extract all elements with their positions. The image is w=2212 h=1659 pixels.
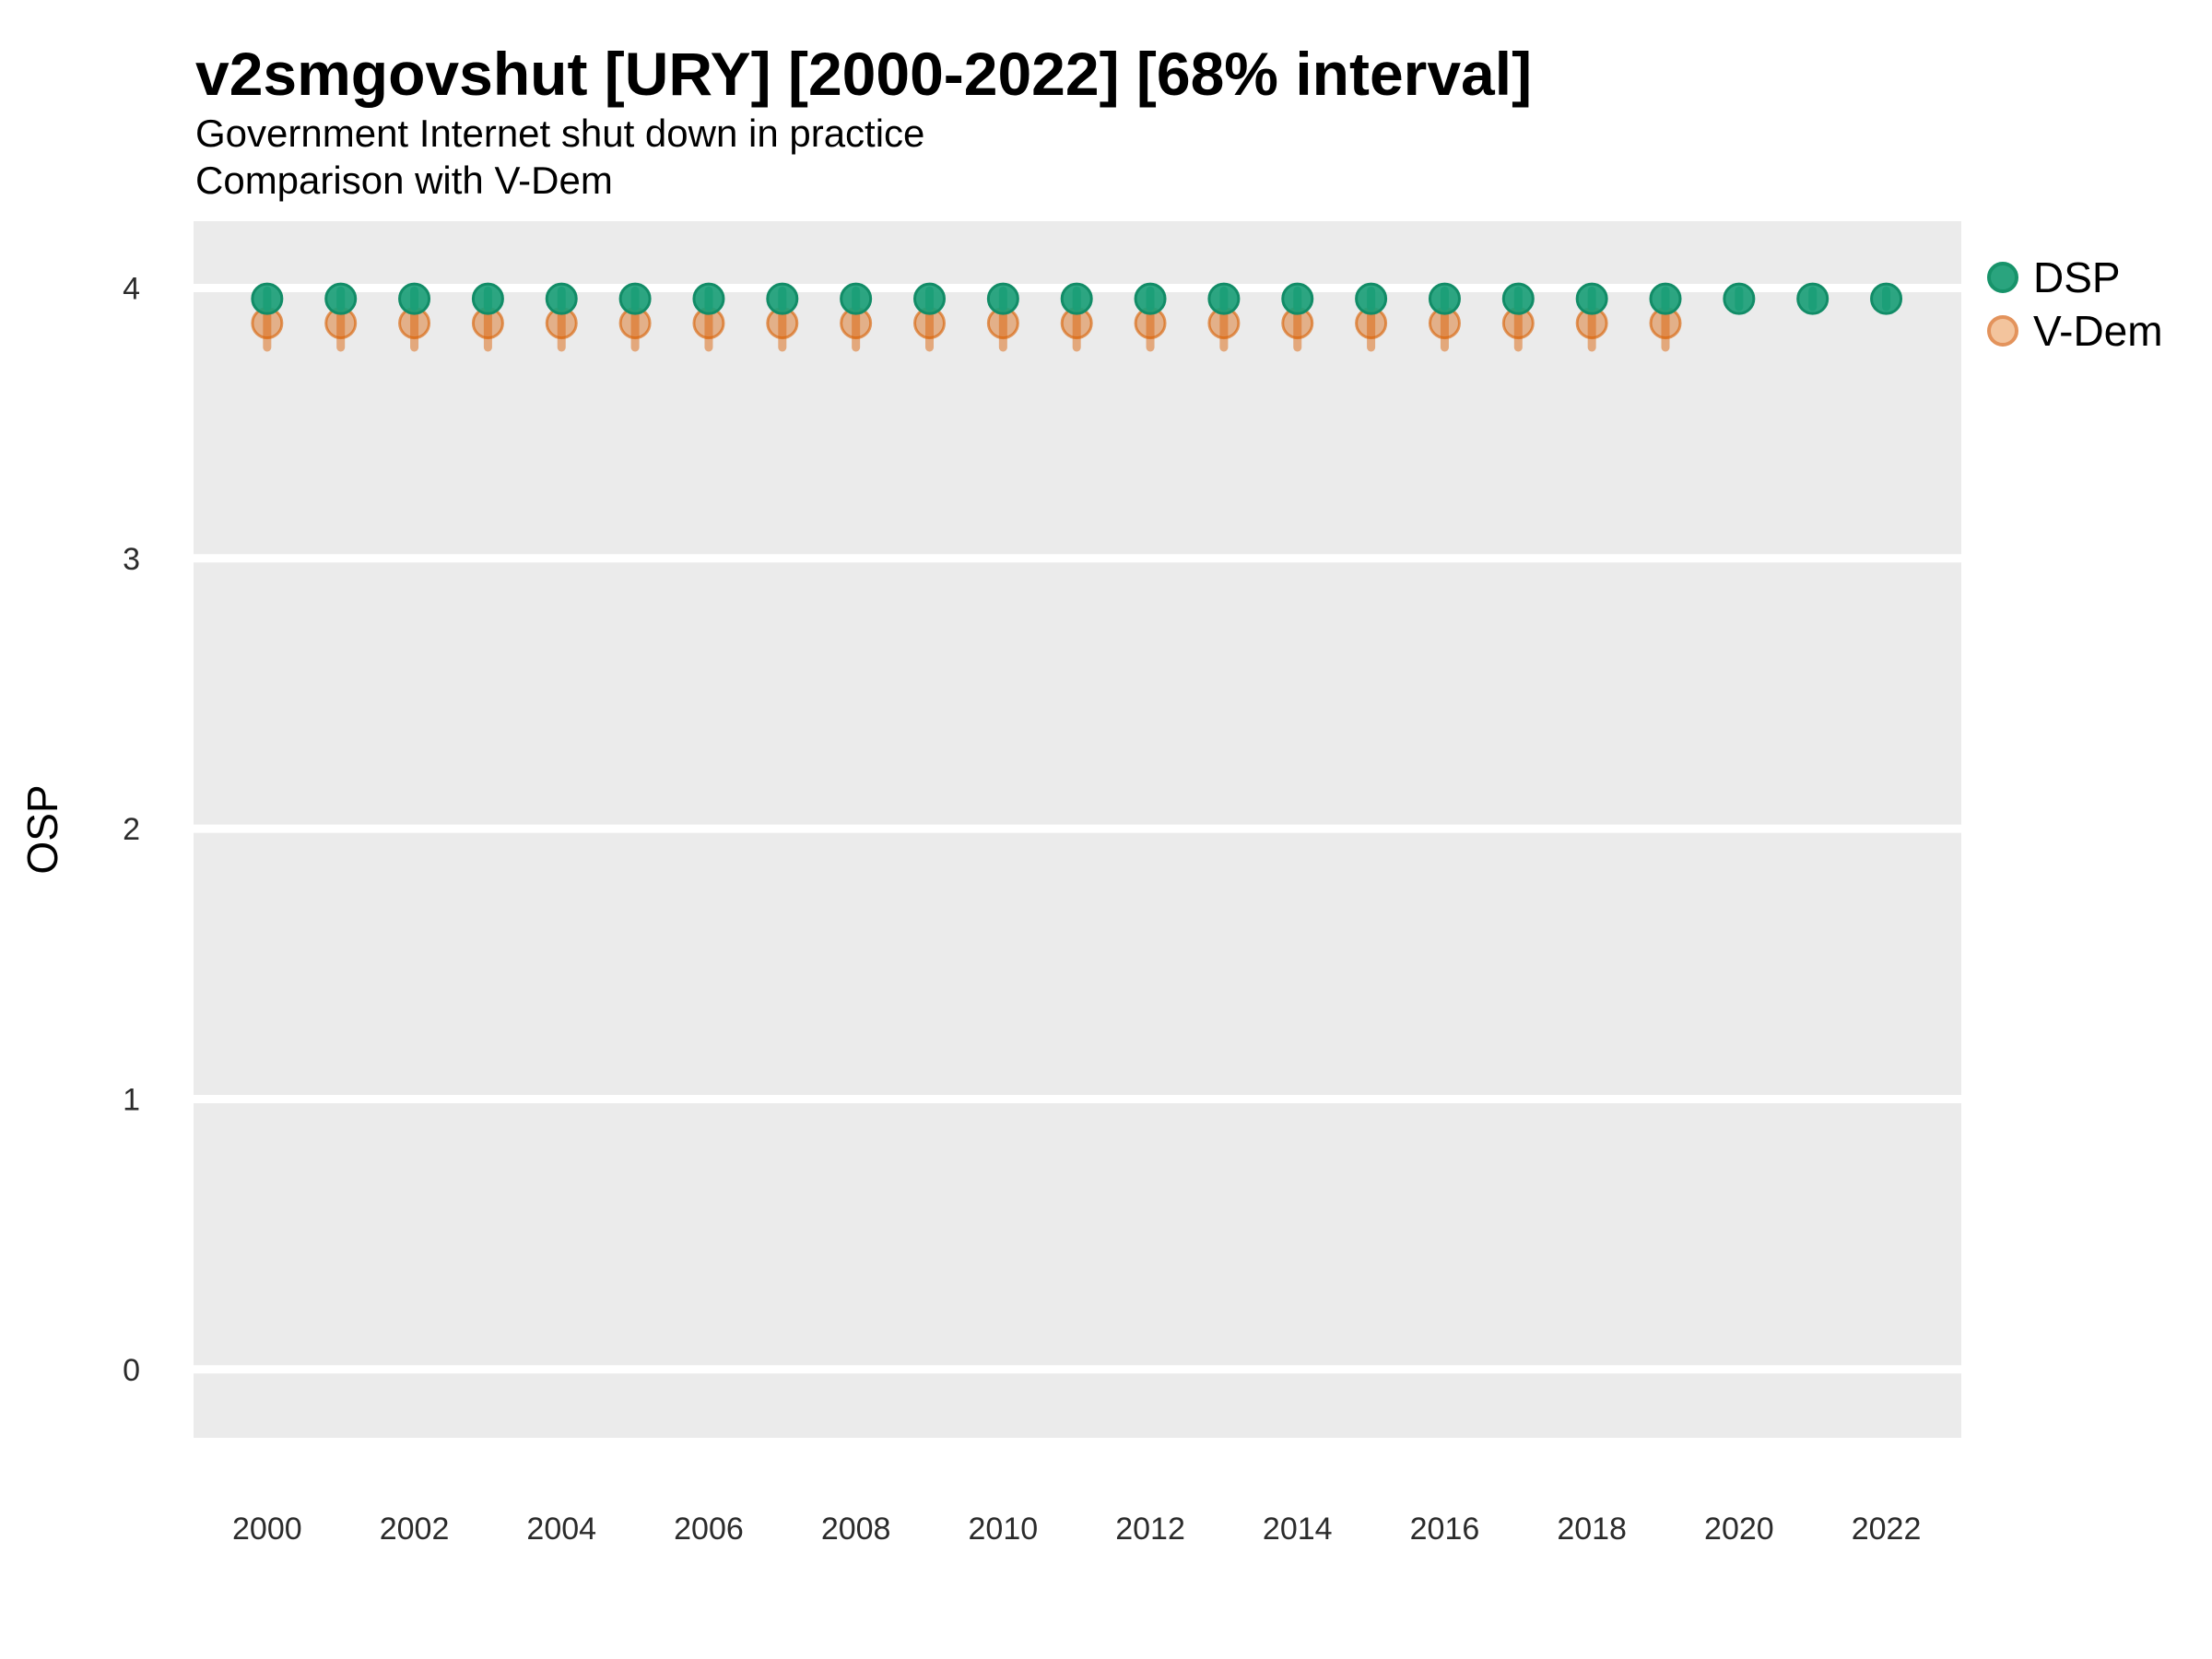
dsp-point-2004 [545,282,578,315]
dsp-point-2007 [766,282,799,315]
chart-subtitle-2: Comparison with V-Dem [195,159,613,202]
x-tick-label-2000: 2000 [232,1512,302,1547]
legend-item-dsp: DSP [1987,251,2163,304]
dsp-point-2017 [1501,282,1535,315]
x-tick-label-2016: 2016 [1410,1512,1480,1547]
dsp-point-2002 [398,282,431,315]
dsp-point-2021 [1796,282,1830,315]
vdem-legend-dot-icon [1987,315,2018,347]
y-tick-label-2: 2 [123,812,140,847]
dsp-point-2011 [1060,282,1093,315]
dsp-point-2019 [1649,282,1682,315]
legend-label-vdem: V-Dem [2033,307,2163,355]
y-tick-label-0: 0 [123,1353,140,1388]
y-tick-label-1: 1 [123,1082,140,1117]
y-tick-label-4: 4 [123,271,140,306]
x-tick-label-2014: 2014 [1263,1512,1333,1547]
x-tick-label-2006: 2006 [674,1512,744,1547]
dsp-point-2006 [692,282,725,315]
x-tick-label-2020: 2020 [1704,1512,1774,1547]
dsp-point-2010 [986,282,1019,315]
chart-subtitle-1: Government Internet shut down in practic… [195,112,925,155]
dsp-point-2022 [1870,282,1903,315]
dsp-point-2015 [1355,282,1388,315]
dsp-point-2001 [324,282,358,315]
dsp-point-2013 [1207,282,1241,315]
x-tick-label-2004: 2004 [526,1512,596,1547]
y-tick-label-3: 3 [123,542,140,577]
dsp-point-2012 [1134,282,1167,315]
dsp-legend-dot-icon [1987,262,2018,293]
x-tick-label-2012: 2012 [1115,1512,1185,1547]
x-tick-label-2022: 2022 [1852,1512,1922,1547]
chart-title: v2smgovshut [URY] [2000-2022] [68% inter… [195,40,1533,108]
dsp-point-2005 [618,282,652,315]
x-tick-label-2002: 2002 [380,1512,450,1547]
legend-label-dsp: DSP [2033,253,2121,301]
y-axis-label: OSP [18,784,66,875]
dsp-point-2003 [471,282,504,315]
dsp-point-2016 [1428,282,1461,315]
legend: DSP V-Dem [1987,251,2163,358]
dsp-point-2008 [840,282,873,315]
x-tick-label-2010: 2010 [969,1512,1039,1547]
x-tick-label-2008: 2008 [821,1512,891,1547]
legend-item-vdem: V-Dem [1987,304,2163,358]
dsp-point-2020 [1723,282,1756,315]
dsp-point-2000 [251,282,284,315]
dsp-point-2014 [1281,282,1314,315]
x-tick-label-2018: 2018 [1557,1512,1627,1547]
dsp-point-2009 [913,282,947,315]
dsp-point-2018 [1575,282,1608,315]
